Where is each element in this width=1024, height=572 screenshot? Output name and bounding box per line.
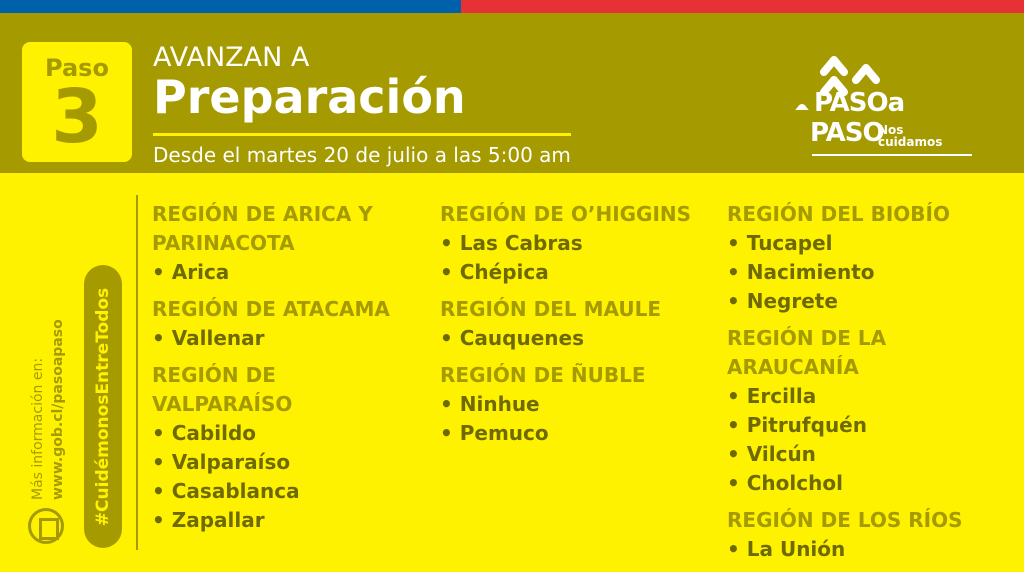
region-heading: REGIÓN DE ARICA Y PARINACOTA bbox=[152, 202, 373, 255]
region-group: REGIÓN DEL BIOBÍO • Tucapel • Nacimiento • … bbox=[727, 200, 1007, 316]
step-label: Paso bbox=[45, 54, 109, 82]
logo-line2: PASO bbox=[810, 118, 885, 148]
commune-item: • Ercilla bbox=[727, 384, 817, 408]
chevrons-icon bbox=[795, 56, 880, 110]
hashtag-pill: #CuidémonosEntreTodos bbox=[84, 265, 122, 548]
region-group: REGIÓN DE LOS RÍOS • La Unión bbox=[727, 506, 1007, 564]
info-label: Más información en: bbox=[30, 357, 46, 500]
header-band bbox=[0, 13, 1024, 175]
commune-item: • Casablanca bbox=[152, 479, 300, 503]
subtitle: Desde el martes 20 de julio a las 5:00 a… bbox=[153, 143, 571, 167]
region-heading: REGIÓN DE O’HIGGINS bbox=[440, 202, 692, 226]
commune-item: • Cabildo bbox=[152, 421, 257, 445]
commune-item: • Arica bbox=[152, 260, 230, 284]
header-pre: AVANZAN A bbox=[153, 42, 310, 73]
info-url[interactable]: www.gob.cl/pasoapaso bbox=[50, 319, 66, 500]
region-group: REGIÓN DE ATACAMA • Vallenar bbox=[152, 295, 422, 353]
computer-icon bbox=[28, 508, 64, 544]
region-heading: REGIÓN DEL BIOBÍO bbox=[727, 202, 950, 226]
commune-item: • Nacimiento bbox=[727, 260, 875, 284]
commune-item: • La Unión bbox=[727, 537, 846, 561]
column-1: REGIÓN DE ARICA Y PARINACOTA • Arica REGIÓ… bbox=[152, 200, 422, 543]
commune-item: • Vallenar bbox=[152, 326, 265, 350]
logo-tag: Nos cuidamos bbox=[878, 123, 943, 149]
step-badge: Paso 3 bbox=[22, 42, 132, 162]
side-divider bbox=[136, 195, 138, 550]
paso-a-paso-logo: PASOa PASO Nos cuidamos bbox=[790, 50, 980, 165]
commune-item: • Cauquenes bbox=[440, 326, 584, 350]
page-title: Preparación bbox=[153, 70, 466, 124]
commune-item: • Valparaíso bbox=[152, 450, 291, 474]
region-group: REGIÓN DE VALPARAÍSO • Cabildo • Valparaís… bbox=[152, 361, 422, 535]
region-heading: REGIÓN DE LA ARAUCANÍA bbox=[727, 326, 887, 379]
more-info: Más información en: www.gob.cl/pasoapaso bbox=[30, 300, 74, 500]
region-group: REGIÓN DE ARICA Y PARINACOTA • Arica bbox=[152, 200, 422, 287]
commune-item: • Pemuco bbox=[440, 421, 549, 445]
hashtag: #CuidémonosEntreTodos bbox=[93, 287, 113, 526]
commune-item: • Vilcún bbox=[727, 442, 816, 466]
region-heading: REGIÓN DE LOS RÍOS bbox=[727, 508, 963, 532]
region-group: REGIÓN DEL MAULE • Cauquenes bbox=[440, 295, 720, 353]
title-underline bbox=[153, 133, 571, 136]
commune-item: • Chépica bbox=[440, 260, 549, 284]
commune-item: • Las Cabras bbox=[440, 231, 583, 255]
region-group: REGIÓN DE ÑUBLE • Ninhue • Pemuco bbox=[440, 361, 720, 448]
column-3: REGIÓN DEL BIOBÍO • Tucapel • Nacimiento • … bbox=[727, 200, 1007, 572]
divider bbox=[0, 173, 1024, 176]
commune-item: • Zapallar bbox=[152, 508, 265, 532]
logo-underline bbox=[812, 154, 972, 156]
region-heading: REGIÓN DEL MAULE bbox=[440, 297, 662, 321]
region-heading: REGIÓN DE ATACAMA bbox=[152, 297, 390, 321]
column-2: REGIÓN DE O’HIGGINS • Las Cabras • Chépica… bbox=[440, 200, 720, 456]
commune-item: • Cholchol bbox=[727, 471, 843, 495]
region-group: REGIÓN DE LA ARAUCANÍA • Ercilla • Pitrufq… bbox=[727, 324, 1007, 498]
region-heading: REGIÓN DE VALPARAÍSO bbox=[152, 363, 293, 416]
commune-item: • Tucapel bbox=[727, 231, 833, 255]
region-heading: REGIÓN DE ÑUBLE bbox=[440, 363, 646, 387]
flag-bar-blue bbox=[0, 0, 461, 13]
commune-item: • Pitrufquén bbox=[727, 413, 867, 437]
commune-item: • Negrete bbox=[727, 289, 838, 313]
logo-line1: PASOa bbox=[814, 88, 905, 118]
step-number: 3 bbox=[51, 74, 103, 160]
flag-bar-red bbox=[461, 0, 1024, 13]
region-group: REGIÓN DE O’HIGGINS • Las Cabras • Chépica bbox=[440, 200, 720, 287]
commune-item: • Ninhue bbox=[440, 392, 540, 416]
